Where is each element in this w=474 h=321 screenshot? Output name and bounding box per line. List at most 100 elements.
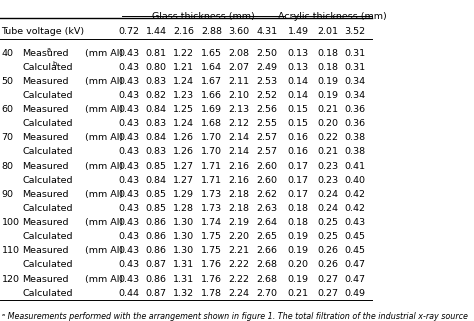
Text: 0.15: 0.15: [288, 119, 309, 128]
Text: 0.84: 0.84: [146, 133, 167, 142]
Text: 50: 50: [1, 77, 14, 86]
Text: 2.64: 2.64: [256, 218, 277, 227]
Text: 2.22: 2.22: [228, 260, 249, 269]
Text: 2.24: 2.24: [228, 289, 249, 298]
Text: 1.24: 1.24: [173, 119, 194, 128]
Text: 1.73: 1.73: [201, 190, 222, 199]
Text: 0.47: 0.47: [345, 260, 365, 269]
Text: 2.68: 2.68: [256, 274, 277, 283]
Text: Calculated: Calculated: [22, 63, 73, 72]
Text: 0.25: 0.25: [318, 232, 338, 241]
Text: 2.60: 2.60: [256, 161, 277, 170]
Text: 1.66: 1.66: [201, 91, 222, 100]
Text: (mm Al): (mm Al): [85, 218, 123, 227]
Text: Calculated: Calculated: [22, 232, 73, 241]
Text: 2.60: 2.60: [256, 176, 277, 185]
Text: 1.75: 1.75: [201, 232, 222, 241]
Text: 2.10: 2.10: [228, 91, 249, 100]
Text: 0.83: 0.83: [146, 147, 167, 156]
Text: Measured: Measured: [22, 77, 69, 86]
Text: 0.34: 0.34: [345, 77, 365, 86]
Text: Measured: Measured: [22, 246, 69, 255]
Text: 0.19: 0.19: [288, 246, 309, 255]
Text: 2.88: 2.88: [201, 27, 222, 36]
Text: 0.43: 0.43: [118, 274, 139, 283]
Text: 0.86: 0.86: [146, 232, 167, 241]
Text: Calculated: Calculated: [22, 289, 73, 298]
Text: 1.29: 1.29: [173, 190, 194, 199]
Text: 2.14: 2.14: [228, 147, 249, 156]
Text: 0.80: 0.80: [146, 63, 167, 72]
Text: 1.22: 1.22: [173, 48, 194, 57]
Text: 0.19: 0.19: [318, 91, 338, 100]
Text: 0.38: 0.38: [345, 133, 365, 142]
Text: 2.53: 2.53: [256, 77, 277, 86]
Text: 0.18: 0.18: [318, 48, 338, 57]
Text: 0.18: 0.18: [288, 204, 309, 213]
Text: 0.85: 0.85: [146, 204, 167, 213]
Text: 0.43: 0.43: [118, 204, 139, 213]
Text: 2.66: 2.66: [256, 246, 277, 255]
Text: 1.31: 1.31: [173, 274, 194, 283]
Text: 0.42: 0.42: [345, 190, 365, 199]
Text: 2.65: 2.65: [256, 232, 277, 241]
Text: 0.43: 0.43: [118, 133, 139, 142]
Text: 0.45: 0.45: [345, 232, 365, 241]
Text: 2.16: 2.16: [173, 27, 194, 36]
Text: (mm Al): (mm Al): [85, 246, 123, 255]
Text: 1.78: 1.78: [201, 289, 222, 298]
Text: 0.21: 0.21: [288, 289, 309, 298]
Text: 110: 110: [1, 246, 19, 255]
Text: 2.11: 2.11: [228, 77, 249, 86]
Text: 2.22: 2.22: [228, 274, 249, 283]
Text: 0.16: 0.16: [288, 147, 309, 156]
Text: 0.87: 0.87: [146, 260, 167, 269]
Text: 2.57: 2.57: [256, 147, 277, 156]
Text: 1.30: 1.30: [173, 246, 194, 255]
Text: 1.25: 1.25: [173, 105, 194, 114]
Text: Calculated: Calculated: [22, 260, 73, 269]
Text: (mm Al): (mm Al): [85, 274, 123, 283]
Text: 0.18: 0.18: [288, 218, 309, 227]
Text: 0.20: 0.20: [288, 260, 309, 269]
Text: 1.44: 1.44: [146, 27, 167, 36]
Text: 1.31: 1.31: [173, 260, 194, 269]
Text: 1.67: 1.67: [201, 77, 222, 86]
Text: 2.55: 2.55: [256, 119, 277, 128]
Text: 0.83: 0.83: [146, 119, 167, 128]
Text: 0.81: 0.81: [146, 48, 167, 57]
Text: 1.71: 1.71: [201, 161, 222, 170]
Text: Glass thickness (mm): Glass thickness (mm): [152, 12, 255, 21]
Text: 0.86: 0.86: [146, 246, 167, 255]
Text: 2.63: 2.63: [256, 204, 277, 213]
Text: Measured: Measured: [22, 218, 69, 227]
Text: 1.49: 1.49: [288, 27, 309, 36]
Text: 1.24: 1.24: [173, 77, 194, 86]
Text: 0.23: 0.23: [318, 176, 339, 185]
Text: 1.65: 1.65: [201, 48, 222, 57]
Text: 1.27: 1.27: [173, 176, 194, 185]
Text: 0.49: 0.49: [345, 289, 365, 298]
Text: 0.14: 0.14: [288, 91, 309, 100]
Text: 1.74: 1.74: [201, 218, 222, 227]
Text: 0.17: 0.17: [288, 190, 309, 199]
Text: 1.69: 1.69: [201, 105, 222, 114]
Text: 0.20: 0.20: [318, 119, 338, 128]
Text: 0.87: 0.87: [146, 289, 167, 298]
Text: 0.27: 0.27: [318, 289, 338, 298]
Text: 0.31: 0.31: [345, 63, 365, 72]
Text: 1.23: 1.23: [173, 91, 194, 100]
Text: Measured: Measured: [22, 190, 69, 199]
Text: (mm Al): (mm Al): [85, 77, 123, 86]
Text: 2.70: 2.70: [256, 289, 277, 298]
Text: 0.43: 0.43: [118, 161, 139, 170]
Text: 0.27: 0.27: [318, 274, 338, 283]
Text: 0.15: 0.15: [288, 105, 309, 114]
Text: 90: 90: [1, 190, 14, 199]
Text: 0.45: 0.45: [345, 246, 365, 255]
Text: (mm Al): (mm Al): [85, 161, 123, 170]
Text: 1.70: 1.70: [201, 133, 222, 142]
Text: 0.43: 0.43: [118, 91, 139, 100]
Text: (mm Al): (mm Al): [85, 190, 123, 199]
Text: 0.34: 0.34: [345, 91, 365, 100]
